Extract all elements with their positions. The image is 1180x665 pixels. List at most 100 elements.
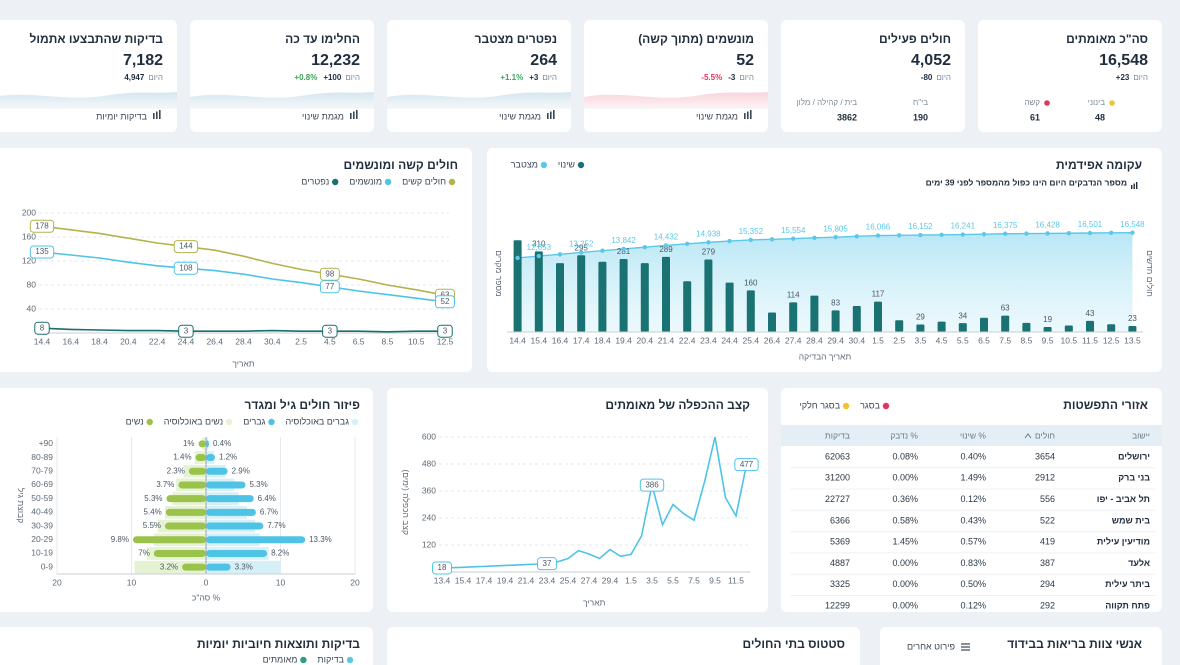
card-delta-label: היום (542, 73, 557, 82)
card-delta: 4,947 (124, 73, 145, 82)
card-value: 16,548 (1099, 52, 1148, 69)
cell: 292 (1040, 600, 1055, 610)
bar (874, 301, 882, 332)
y-tick-label: +90 (39, 438, 54, 448)
x-tick-label: 6.5 (353, 336, 365, 346)
bar (206, 536, 306, 544)
y-tick-label: 120 (422, 539, 436, 549)
card-link[interactable]: בדיקות יומיות (96, 111, 147, 121)
link-icon (353, 111, 355, 119)
x-tick-label: 7.5 (999, 335, 1011, 345)
bar (1064, 325, 1073, 332)
data-label: 83 (831, 299, 840, 308)
column-header[interactable]: % נדבק (890, 430, 918, 440)
x-tick-label: 16.4 (63, 336, 80, 346)
data-label: 5.5% (143, 521, 161, 530)
data-label: 0.4% (213, 439, 231, 448)
cell: פתח תקווה (1105, 600, 1150, 610)
point (557, 252, 563, 257)
y-tick-label: 60-69 (31, 479, 53, 489)
data-label: 34 (958, 311, 967, 320)
card-link[interactable]: מגמת שינוי (499, 111, 541, 121)
x-axis-label: תאריך (583, 597, 605, 607)
data-label: 144 (179, 242, 193, 251)
card-value: 52 (736, 52, 754, 69)
card-value: 7,182 (123, 52, 163, 69)
legend-dot (225, 418, 233, 426)
cell: 1.45% (892, 537, 918, 547)
point (769, 237, 775, 242)
data-label: 3.2% (160, 562, 178, 571)
point (579, 250, 584, 255)
cell: ביתר עילית (1105, 579, 1150, 589)
data-label: 8.2% (271, 549, 289, 558)
legend-dot (332, 178, 339, 186)
x-tick-label: 28.4 (235, 336, 252, 346)
sparkline-decor (584, 92, 768, 108)
cell: תל אביב - יפו (1097, 494, 1150, 504)
card (0, 148, 472, 372)
data-label: 7% (138, 549, 150, 558)
x-tick-label: 20.4 (637, 335, 654, 345)
link-icon (750, 110, 752, 119)
column-header[interactable]: בדיקות (825, 430, 850, 440)
cell: 0.12% (960, 494, 986, 504)
x-tick-label: 19.4 (615, 335, 632, 345)
bar (1128, 326, 1137, 332)
breakdown-value: 190 (913, 112, 928, 122)
point (642, 244, 647, 250)
x-tick-label: 10 (276, 577, 286, 587)
legend-label: חולים קשים (402, 176, 446, 186)
x-tick-label: 3.5 (914, 335, 926, 345)
y-tick-label: 480 (422, 458, 436, 468)
table-title: אזורי התפשטות (1063, 398, 1148, 412)
y-tick-label: 360 (422, 485, 436, 495)
card-title: החלימו עד כה (285, 32, 360, 46)
y-tick-label: 80-89 (31, 452, 53, 462)
x-tick-label: 16.4 (552, 335, 569, 345)
x-tick-label: 22.4 (149, 336, 166, 346)
bar (206, 508, 256, 516)
subtitle-icon (1133, 183, 1135, 189)
card-delta: -80 (921, 73, 933, 82)
data-label: 15,554 (781, 226, 806, 235)
point (685, 241, 690, 247)
y2-axis-label: חולים חדשים (1145, 250, 1155, 297)
legend-label: נשים באוכלוסיה (164, 416, 223, 426)
cell: בני ברק (1118, 473, 1150, 483)
data-label-box (319, 280, 340, 294)
card-link[interactable]: מגמת שינוי (302, 111, 344, 121)
x-tick-label: 23.4 (700, 335, 717, 345)
line (441, 436, 748, 569)
y-tick-label: 70-79 (31, 466, 53, 476)
bar (1022, 322, 1031, 332)
link-icon (159, 110, 161, 119)
legend-label: בדיקות (317, 654, 344, 664)
point (536, 253, 541, 259)
area (517, 232, 1133, 332)
bar (206, 440, 209, 448)
x-tick-label: 4.5 (324, 336, 336, 346)
data-label-box (29, 219, 55, 233)
data-label: 1.4% (173, 453, 191, 462)
column-header[interactable]: % שינוי (960, 430, 986, 440)
panel-action[interactable]: פירוט אחרים (907, 641, 955, 651)
cell: 3654 (1035, 451, 1055, 461)
breakdown-value: 61 (1030, 112, 1040, 122)
data-label: 18 (438, 563, 447, 572)
card-link[interactable]: מגמת שינוי (696, 111, 738, 121)
bar (182, 563, 206, 571)
data-label: 5.3% (249, 480, 267, 489)
cell: 4887 (830, 558, 850, 568)
bar (195, 454, 206, 462)
column-header[interactable]: חולים (1035, 430, 1055, 440)
cell: 12299 (825, 600, 850, 610)
bar (206, 454, 215, 462)
line (41, 225, 446, 296)
sort-arrow (1024, 433, 1032, 439)
bar (662, 256, 670, 332)
cell: בית שמש (1112, 515, 1150, 525)
bar (831, 310, 840, 332)
cell: 522 (1040, 515, 1055, 525)
point (791, 236, 796, 241)
